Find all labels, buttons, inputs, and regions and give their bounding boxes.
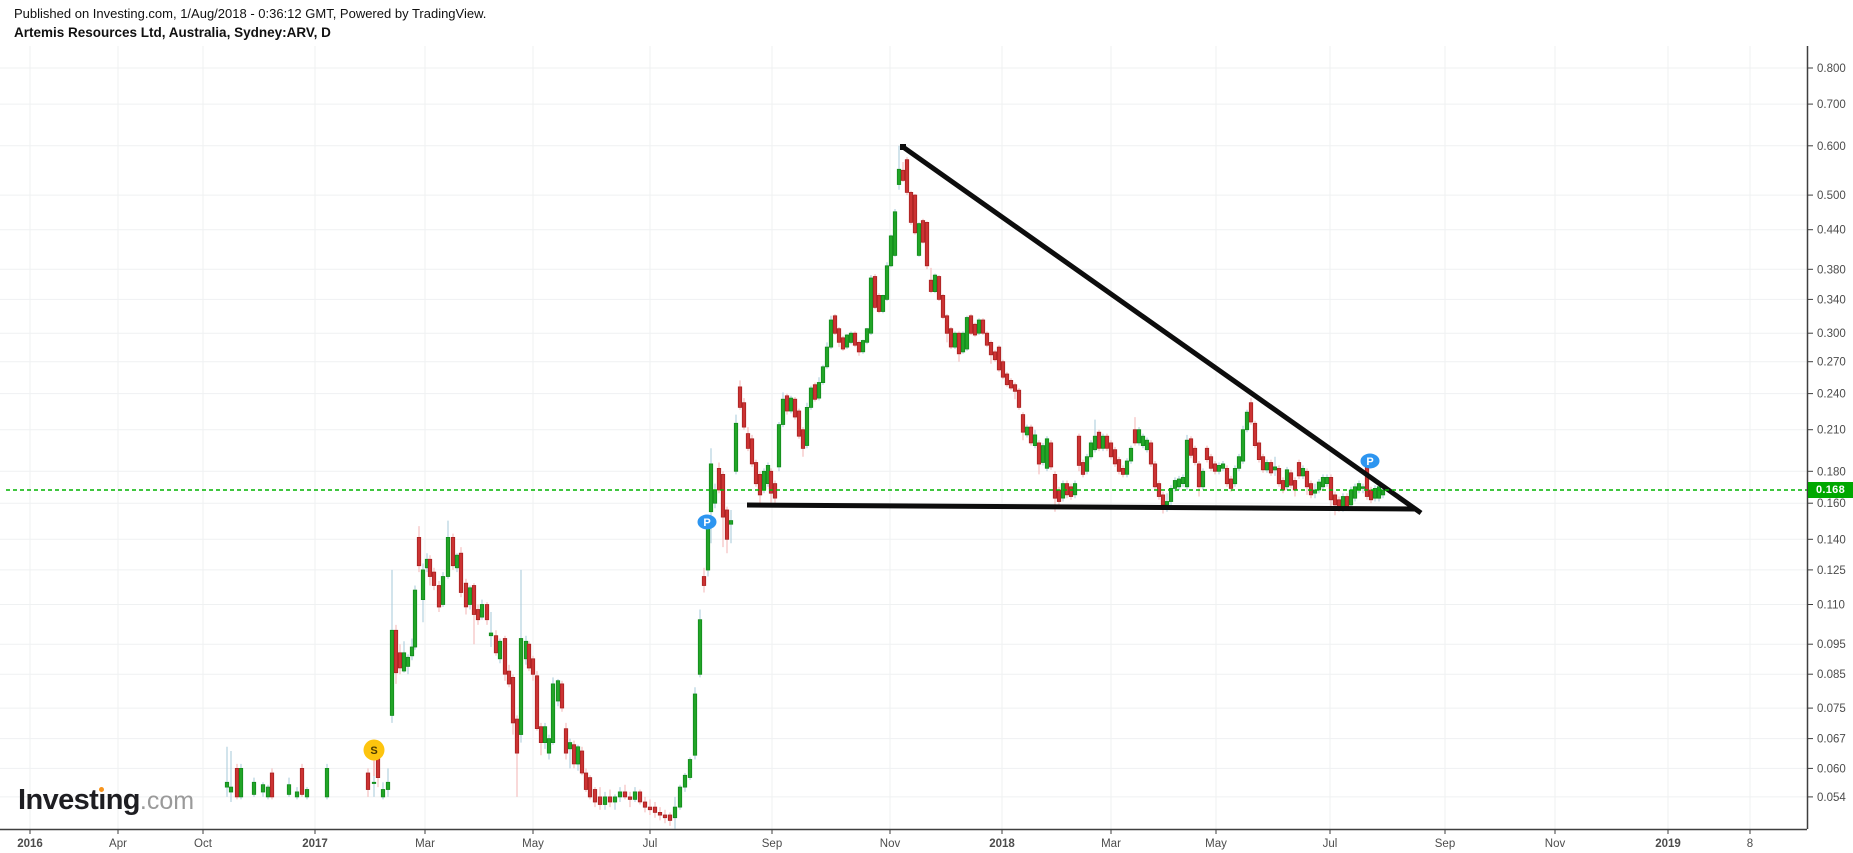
published-line: Published on Investing.com, 1/Aug/2018 -… <box>14 6 487 21</box>
investing-logo: Investıng.com <box>18 784 194 817</box>
svg-text:0.380: 0.380 <box>1817 264 1846 276</box>
svg-text:0.800: 0.800 <box>1817 63 1846 75</box>
logo-text-ng: ng <box>105 784 141 816</box>
svg-text:0.440: 0.440 <box>1817 225 1846 237</box>
logo-text-dotcom: .com <box>139 787 195 815</box>
svg-text:Mar: Mar <box>415 838 435 850</box>
svg-text:Jul: Jul <box>643 838 658 850</box>
svg-text:8: 8 <box>1747 838 1753 850</box>
svg-text:P: P <box>703 517 710 529</box>
svg-text:0.180: 0.180 <box>1817 466 1846 478</box>
svg-text:0.160: 0.160 <box>1817 498 1846 510</box>
svg-text:0.210: 0.210 <box>1817 425 1846 437</box>
svg-text:May: May <box>522 838 544 850</box>
svg-text:0.600: 0.600 <box>1817 141 1846 153</box>
svg-text:0.060: 0.060 <box>1817 763 1846 775</box>
svg-text:0.240: 0.240 <box>1817 389 1846 401</box>
svg-text:0.140: 0.140 <box>1817 534 1846 546</box>
svg-text:2016: 2016 <box>17 838 43 850</box>
svg-text:Apr: Apr <box>109 838 127 850</box>
svg-text:Sep: Sep <box>762 838 782 850</box>
svg-text:0.300: 0.300 <box>1817 328 1846 340</box>
svg-text:0.270: 0.270 <box>1817 357 1846 369</box>
svg-text:0.095: 0.095 <box>1817 639 1846 651</box>
svg-text:0.067: 0.067 <box>1817 734 1846 746</box>
svg-text:2019: 2019 <box>1655 838 1681 850</box>
svg-text:0.340: 0.340 <box>1817 294 1846 306</box>
svg-text:P: P <box>1366 456 1373 468</box>
svg-text:0.075: 0.075 <box>1817 703 1846 715</box>
svg-text:0.054: 0.054 <box>1817 792 1846 804</box>
last-price-label: 0.168 <box>1808 482 1853 498</box>
svg-text:Mar: Mar <box>1101 838 1121 850</box>
svg-text:0.500: 0.500 <box>1817 190 1846 202</box>
svg-text:0.125: 0.125 <box>1817 565 1846 577</box>
svg-text:May: May <box>1205 838 1227 850</box>
svg-text:Nov: Nov <box>880 838 901 850</box>
svg-text:Nov: Nov <box>1545 838 1566 850</box>
logo-orange-dot-i: ı <box>98 784 106 816</box>
svg-text:0.110: 0.110 <box>1817 600 1845 612</box>
svg-text:2018: 2018 <box>989 838 1015 850</box>
instrument-title: Artemis Resources Ltd, Australia, Sydney… <box>14 25 331 40</box>
svg-text:2017: 2017 <box>302 838 328 850</box>
logo-text-invest: Invest <box>18 784 99 816</box>
svg-text:0.085: 0.085 <box>1817 669 1846 681</box>
svg-text:Oct: Oct <box>194 838 213 850</box>
svg-text:Jul: Jul <box>1323 838 1338 850</box>
svg-text:Sep: Sep <box>1435 838 1455 850</box>
svg-text:0.700: 0.700 <box>1817 99 1846 111</box>
svg-text:S: S <box>370 745 377 757</box>
